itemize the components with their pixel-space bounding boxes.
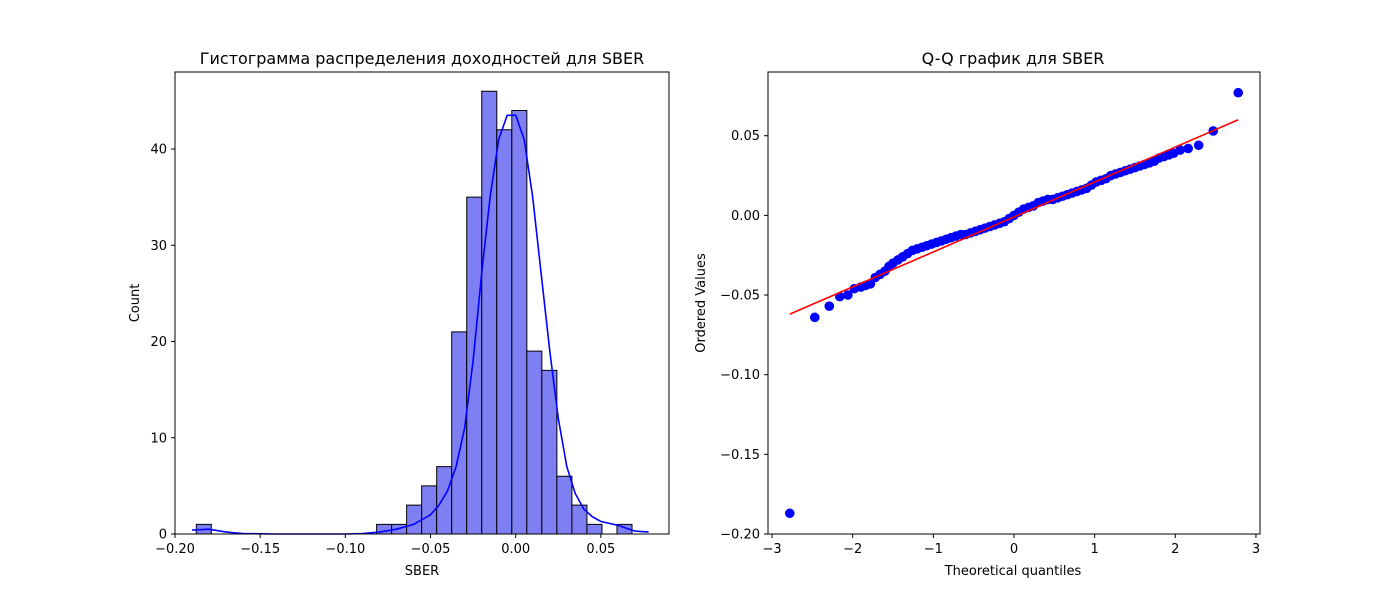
qq-point	[1183, 143, 1194, 154]
qq-x-ticks: −3 −2 −1 0 1 2 3	[762, 534, 1260, 557]
qq-y-tick-label: −0.10	[720, 368, 760, 383]
hist-bar	[526, 350, 543, 535]
hist-axes-frame	[174, 71, 670, 535]
hist-y-label: Count	[128, 284, 143, 323]
qq-fit-line	[789, 119, 1239, 315]
qq-x-tick-label: 3	[1252, 542, 1260, 557]
qq-title: Q-Q график для SBER	[922, 49, 1105, 68]
qq-point	[824, 301, 835, 311]
qq-y-tick-label: −0.20	[720, 528, 760, 543]
qq-y-tick-label: −0.15	[720, 448, 760, 463]
hist-y-ticks: 0 10 20 30 40	[150, 143, 175, 543]
hist-bar	[466, 196, 483, 535]
qq-x-tick-label: 0	[1010, 542, 1018, 557]
qq-x-tick-label: 2	[1171, 542, 1179, 557]
qq-point	[784, 508, 795, 519]
qq-y-tick-label: 0.05	[731, 129, 760, 144]
qq-y-tick-label: −0.05	[720, 289, 760, 304]
hist-bar	[586, 523, 603, 535]
qq-x-tick-label: −3	[762, 542, 781, 557]
hist-x-tick-label: −0.10	[325, 542, 365, 557]
hist-x-tick-label: −0.15	[240, 542, 280, 557]
qq-y-tick-label: 0.00	[731, 209, 760, 224]
hist-x-tick-label: 0.05	[586, 542, 615, 557]
hist-x-ticks: −0.20 −0.15 −0.10 −0.05 0.00 0.05	[155, 534, 615, 557]
qq-axes-frame	[767, 71, 1261, 535]
qq-point	[843, 290, 853, 300]
hist-bar	[496, 129, 513, 535]
qq-point	[1233, 87, 1244, 98]
hist-bar	[436, 466, 453, 535]
qq-chart: Q-Q график для SBER −3 −2 −1 0 1 2 3 −0.20 −0.1…	[694, 49, 1261, 579]
hist-y-tick-label: 20	[150, 335, 167, 350]
qq-point	[1175, 145, 1185, 155]
qq-y-label: Ordered Values	[694, 253, 709, 353]
qq-points	[784, 87, 1244, 519]
hist-x-tick-label: 0.00	[501, 542, 530, 557]
qq-x-tick-label: −1	[924, 542, 943, 557]
hist-kde-curve	[191, 114, 649, 535]
hist-bar	[481, 90, 498, 535]
qq-point	[809, 312, 820, 323]
histogram-chart: Гистограмма распределения доходностей дл…	[128, 49, 670, 579]
hist-bar	[511, 110, 528, 535]
hist-y-tick-label: 30	[150, 239, 167, 254]
hist-y-tick-label: 0	[159, 528, 167, 543]
hist-bar	[451, 331, 468, 535]
hist-x-label: SBER	[405, 564, 439, 579]
hist-x-tick-label: −0.05	[411, 542, 451, 557]
hist-y-tick-label: 40	[150, 143, 167, 158]
hist-title: Гистограмма распределения доходностей дл…	[200, 49, 644, 68]
hist-x-tick-label: −0.20	[155, 542, 195, 557]
hist-bar	[406, 504, 423, 535]
qq-y-ticks: −0.20 −0.15 −0.10 −0.05 0.00 0.05	[720, 129, 768, 543]
qq-x-label: Theoretical quantiles	[944, 564, 1082, 579]
qq-x-tick-label: −2	[843, 542, 862, 557]
qq-x-tick-label: 1	[1091, 542, 1099, 557]
qq-point	[1193, 140, 1204, 151]
hist-y-tick-label: 10	[150, 431, 167, 446]
hist-bar	[556, 475, 573, 535]
